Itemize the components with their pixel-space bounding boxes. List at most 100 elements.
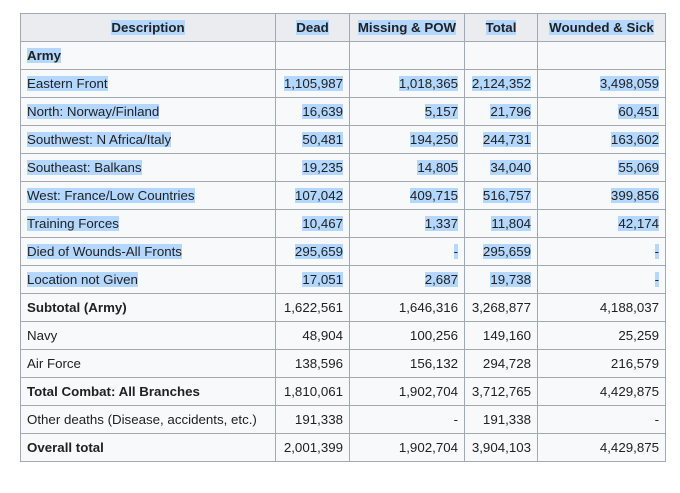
row-label-cell: Eastern Front [20, 69, 276, 98]
total-cell: 3,904,103 [464, 433, 538, 462]
dead-cell: 191,338 [275, 405, 350, 434]
col-header-total[interactable]: Total [464, 13, 538, 42]
dead-cell: 1,622,561 [275, 293, 350, 322]
casualties-table: Description Dead Missing & POW Total Wou… [20, 13, 666, 462]
table-row: Eastern Front 1,105,987 1,018,365 2,124,352… [20, 69, 666, 98]
dead-cell: 17,051 [275, 265, 350, 294]
cell-value: 4,429,875 [599, 440, 659, 455]
table-row: Other deaths (Disease, accidents, etc.) 1… [20, 405, 666, 434]
cell-value: 191,338 [482, 412, 531, 427]
cell-value: 409,715 [409, 188, 458, 203]
cell-value: 5,157 [424, 104, 458, 119]
col-header-description[interactable]: Description [20, 13, 276, 42]
wounded-sick-cell: 3,498,059 [537, 69, 666, 98]
cell-value: 163,602 [610, 132, 659, 147]
table-row: Subtotal (Army) 1,622,561 1,646,316 3,268,8… [20, 293, 666, 322]
cell-value: 194,250 [409, 132, 458, 147]
row-label-cell: Subtotal (Army) [20, 293, 276, 322]
cell-value: 191,338 [294, 412, 343, 427]
table-row: North: Norway/Finland 16,639 5,157 21,796 60… [20, 97, 666, 126]
total-cell: 516,757 [464, 181, 538, 210]
cell-value: 34,040 [490, 160, 531, 175]
row-label: Total Combat: All Branches [27, 384, 200, 399]
header-text: Wounded & Sick [549, 20, 654, 35]
cell-value: 16,639 [302, 104, 343, 119]
row-label: Southeast: Balkans [27, 160, 142, 175]
row-label: Other deaths (Disease, accidents, etc.) [27, 412, 257, 427]
cell-value: 3,712,765 [471, 384, 531, 399]
cell-value: 1,902,704 [398, 384, 458, 399]
table-row: Navy 48,904 100,256 149,160 25,259 [20, 321, 666, 350]
dead-cell: 2,001,399 [275, 433, 350, 462]
row-label-cell: Air Force [20, 349, 276, 378]
empty-cell [349, 41, 465, 70]
total-cell: 11,804 [464, 209, 538, 238]
empty-cell [275, 41, 350, 70]
cell-value: - [453, 412, 458, 427]
section-row-army: Army [20, 41, 666, 70]
row-label: West: France/Low Countries [27, 188, 195, 203]
cell-value: 244,731 [482, 132, 531, 147]
col-header-missing-pow[interactable]: Missing & POW [349, 13, 465, 42]
section-label: Army [27, 48, 61, 63]
total-cell: 34,040 [464, 153, 538, 182]
missing-pow-cell: 2,687 [349, 265, 465, 294]
total-cell: 149,160 [464, 321, 538, 350]
table-row: Total Combat: All Branches 1,810,061 1,902… [20, 377, 666, 406]
cell-value: 42,174 [618, 216, 659, 231]
row-label: Southwest: N Africa/Italy [27, 132, 172, 147]
wounded-sick-cell: - [537, 237, 666, 266]
dead-cell: 138,596 [275, 349, 350, 378]
row-label: North: Norway/Finland [27, 104, 160, 119]
cell-value: 1,646,316 [398, 300, 458, 315]
row-label: Location not Given [27, 272, 138, 287]
dead-cell: 295,659 [275, 237, 350, 266]
wounded-sick-cell: 4,429,875 [537, 377, 666, 406]
missing-pow-cell: 1,337 [349, 209, 465, 238]
total-cell: 19,738 [464, 265, 538, 294]
cell-value: 11,804 [491, 216, 531, 231]
cell-value: 10,467 [302, 216, 343, 231]
col-header-wounded-sick[interactable]: Wounded & Sick [537, 13, 666, 42]
total-cell: 191,338 [464, 405, 538, 434]
empty-cell [537, 41, 666, 70]
cell-value: 399,856 [610, 188, 659, 203]
cell-value: 295,659 [294, 244, 343, 259]
header-text: Missing & POW [357, 20, 457, 35]
cell-value: 48,904 [302, 328, 343, 343]
row-label-cell: Overall total [20, 433, 276, 462]
cell-value: 1,810,061 [283, 384, 343, 399]
row-label-cell: Other deaths (Disease, accidents, etc.) [20, 405, 276, 434]
dead-cell: 1,105,987 [275, 69, 350, 98]
cell-value: 4,429,875 [599, 384, 659, 399]
table-row: West: France/Low Countries 107,042 409,715… [20, 181, 666, 210]
cell-value: 516,757 [482, 188, 531, 203]
cell-value: 55,069 [618, 160, 659, 175]
cell-value: 295,659 [482, 244, 531, 259]
cell-value: 138,596 [294, 356, 343, 371]
table-row: Southeast: Balkans 19,235 14,805 34,040 55,0… [20, 153, 666, 182]
dead-cell: 19,235 [275, 153, 350, 182]
total-cell: 3,268,877 [464, 293, 538, 322]
cell-value: 100,256 [409, 328, 458, 343]
cell-value: 1,105,987 [283, 76, 343, 91]
total-cell: 21,796 [464, 97, 538, 126]
wounded-sick-cell: 163,602 [537, 125, 666, 154]
wounded-sick-cell: 4,188,037 [537, 293, 666, 322]
section-label-cell: Army [20, 41, 276, 70]
dead-cell: 107,042 [275, 181, 350, 210]
missing-pow-cell: 156,132 [349, 349, 465, 378]
dead-cell: 48,904 [275, 321, 350, 350]
table-row: Overall total 2,001,399 1,902,704 3,904,103… [20, 433, 666, 462]
col-header-dead[interactable]: Dead [275, 13, 350, 42]
row-label: Eastern Front [27, 76, 108, 91]
total-cell: 3,712,765 [464, 377, 538, 406]
missing-pow-cell: - [349, 237, 465, 266]
row-label-cell: North: Norway/Finland [20, 97, 276, 126]
missing-pow-cell: 409,715 [349, 181, 465, 210]
table-row: Died of Wounds-All Fronts 295,659 - 295,659… [20, 237, 666, 266]
cell-value: 2,001,399 [283, 440, 343, 455]
header-text: Dead [296, 20, 329, 35]
wounded-sick-cell: 42,174 [537, 209, 666, 238]
cell-value: 60,451 [618, 104, 659, 119]
